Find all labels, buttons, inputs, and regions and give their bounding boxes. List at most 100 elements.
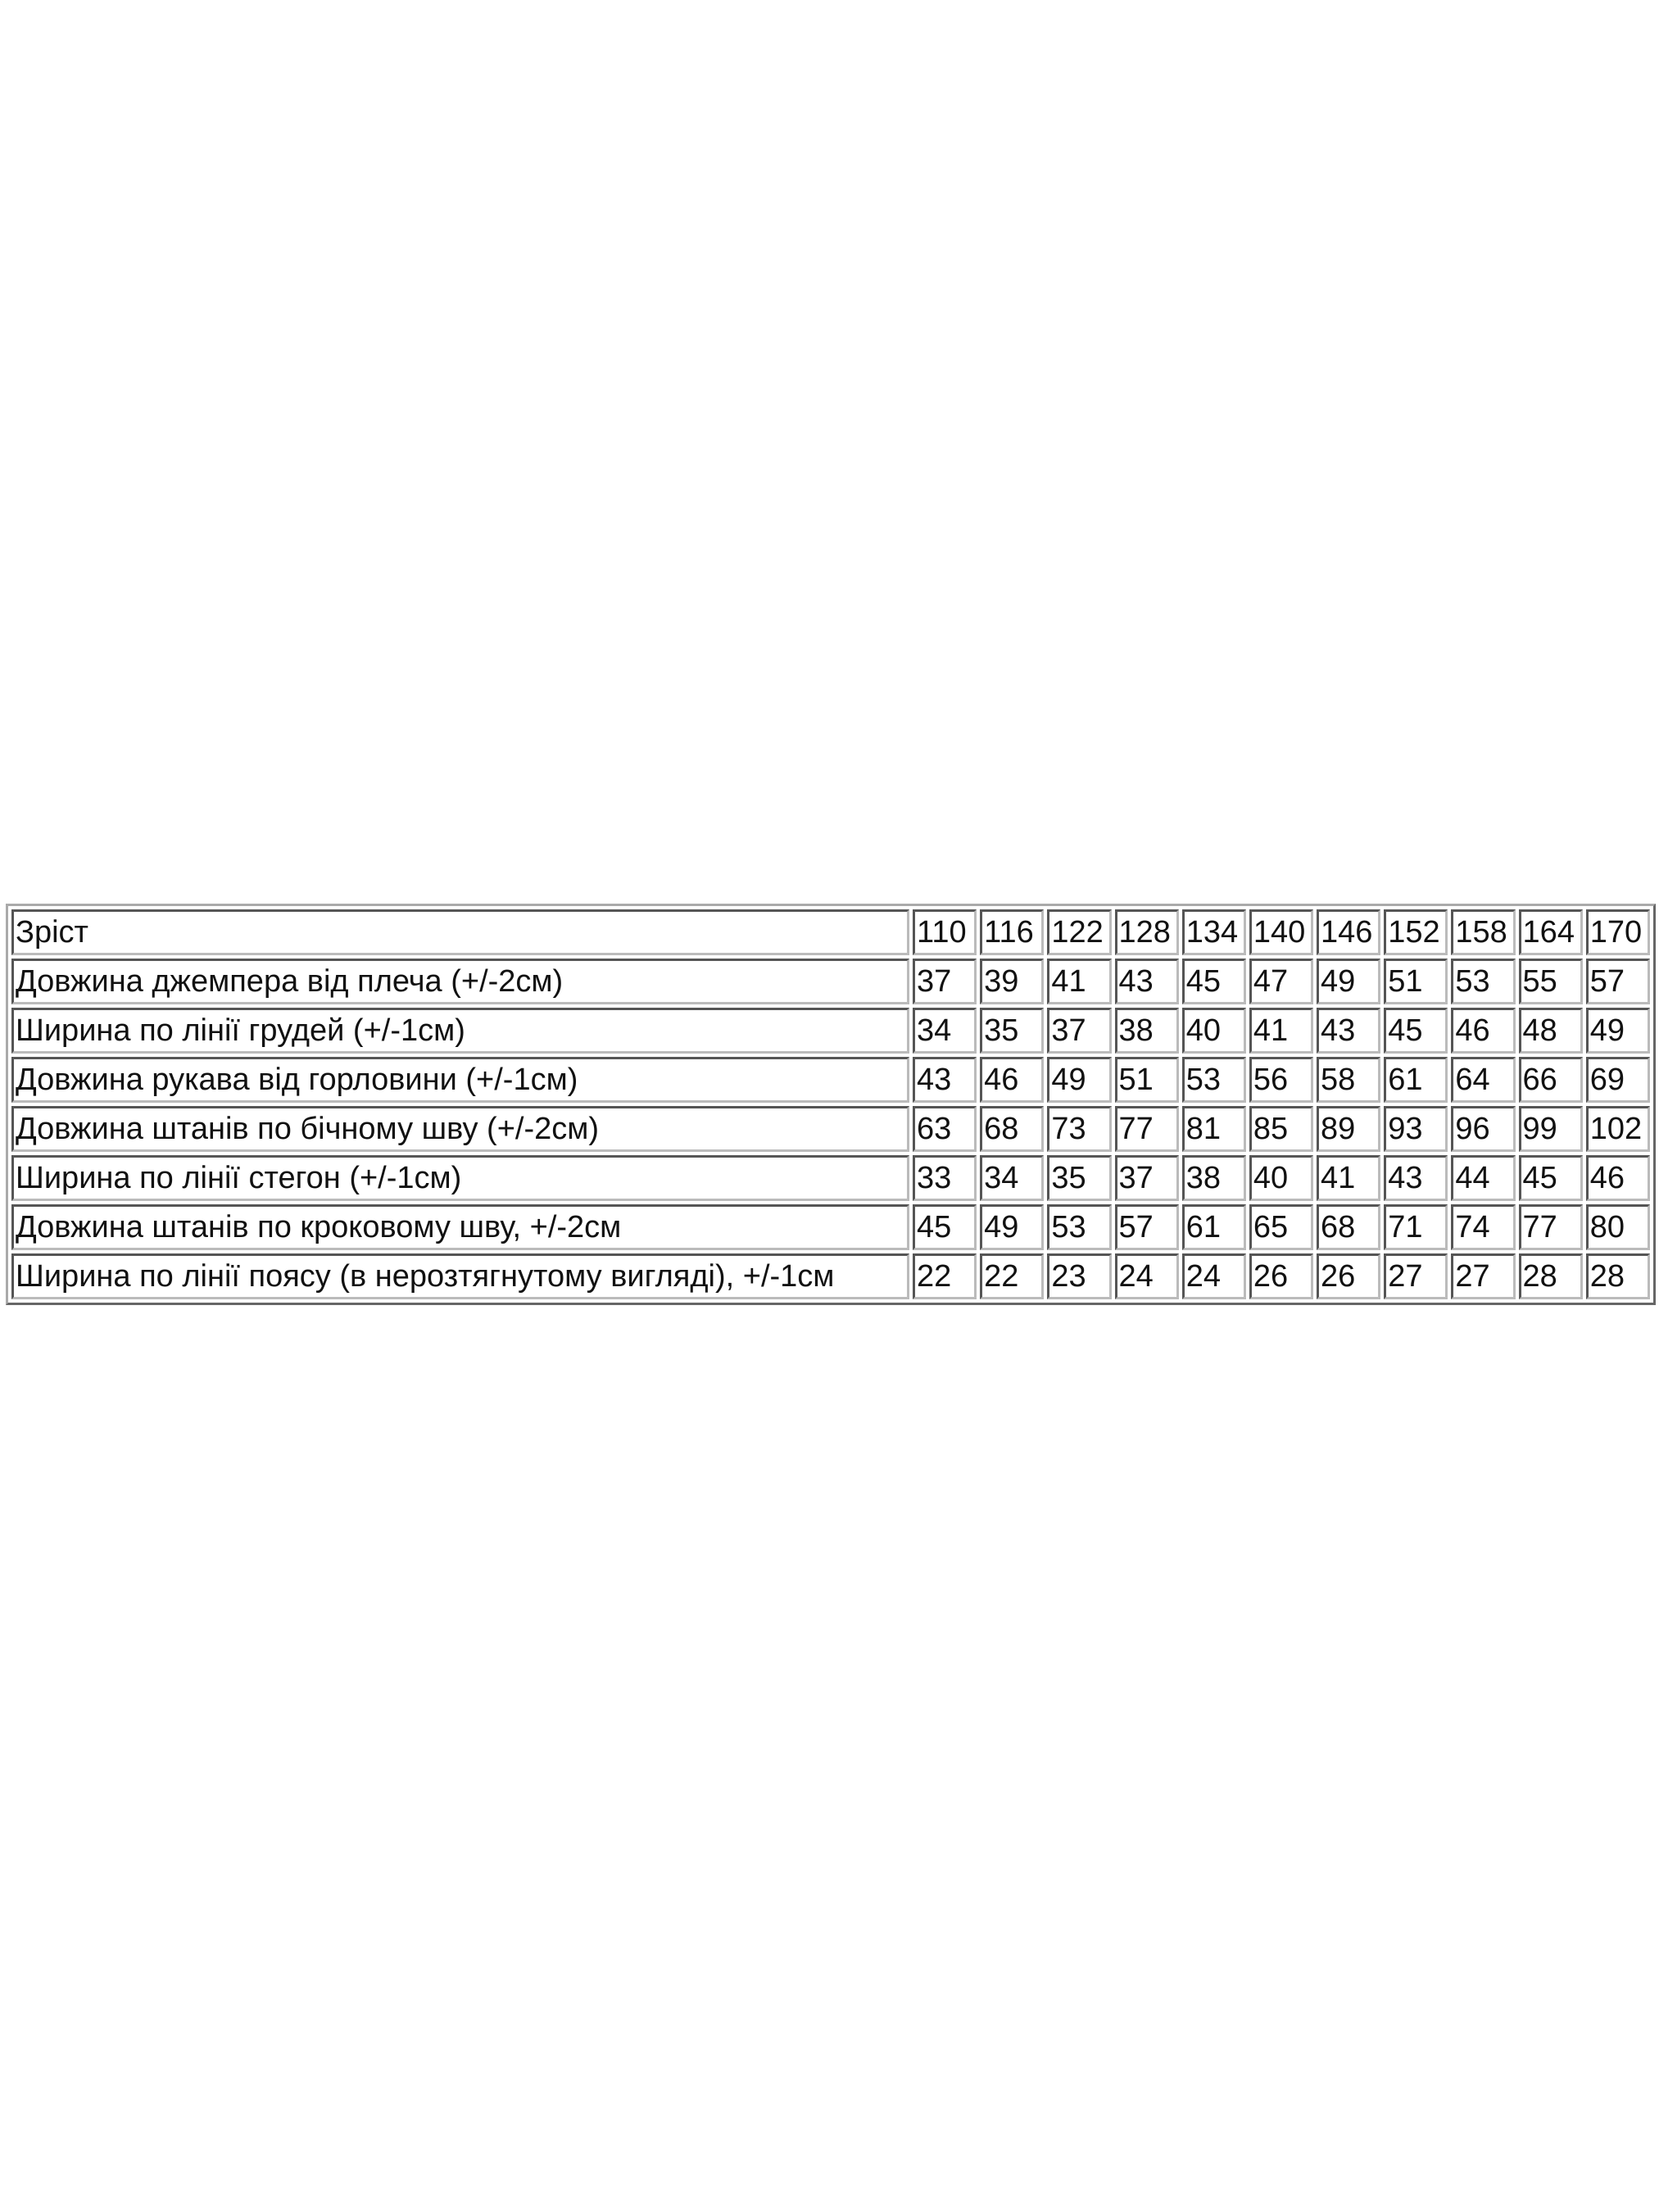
row-label: Довжина штанів по кроковому шву, +/-2см: [11, 1204, 909, 1250]
value-cell: 22: [913, 1253, 977, 1299]
table-row: Довжина штанів по кроковому шву, +/-2см 4…: [11, 1204, 1650, 1250]
height-header-cell: 146: [1317, 909, 1381, 955]
row-label: Довжина джемпера від плеча (+/-2см): [11, 959, 909, 1004]
value-cell: 65: [1249, 1204, 1314, 1250]
value-cell: 45: [1518, 1155, 1583, 1201]
table-row: Ширина по лінії поясу (в нерозтягнутому …: [11, 1253, 1650, 1299]
table-row: Ширина по лінії стегон (+/-1см) 33 34 35 37 3…: [11, 1155, 1650, 1201]
value-cell: 41: [1317, 1155, 1381, 1201]
value-cell: 85: [1249, 1106, 1314, 1152]
value-cell: 38: [1181, 1155, 1246, 1201]
value-cell: 49: [1047, 1057, 1112, 1103]
height-header-cell: 134: [1181, 909, 1246, 955]
value-cell: 58: [1317, 1057, 1381, 1103]
value-cell: 37: [1047, 1008, 1112, 1054]
value-cell: 43: [1384, 1155, 1448, 1201]
value-cell: 53: [1181, 1057, 1246, 1103]
value-cell: 45: [1181, 959, 1246, 1004]
value-cell: 37: [1114, 1155, 1179, 1201]
value-cell: 34: [913, 1008, 977, 1054]
value-cell: 77: [1518, 1204, 1583, 1250]
table-row: Довжина штанів по бічному шву (+/-2см) 63…: [11, 1106, 1650, 1152]
value-cell: 53: [1451, 959, 1516, 1004]
value-cell: 37: [913, 959, 977, 1004]
value-cell: 96: [1451, 1106, 1516, 1152]
value-cell: 49: [1585, 1008, 1650, 1054]
value-cell: 73: [1047, 1106, 1112, 1152]
value-cell: 46: [1451, 1008, 1516, 1054]
height-header-cell: 158: [1451, 909, 1516, 955]
row-label: Ширина по лінії стегон (+/-1см): [11, 1155, 909, 1201]
height-header-cell: 110: [913, 909, 977, 955]
value-cell: 55: [1518, 959, 1583, 1004]
value-cell: 68: [980, 1106, 1045, 1152]
value-cell: 28: [1518, 1253, 1583, 1299]
value-cell: 46: [1585, 1155, 1650, 1201]
value-cell: 24: [1114, 1253, 1179, 1299]
value-cell: 26: [1317, 1253, 1381, 1299]
value-cell: 89: [1317, 1106, 1381, 1152]
value-cell: 47: [1249, 959, 1314, 1004]
value-cell: 24: [1181, 1253, 1246, 1299]
value-cell: 57: [1114, 1204, 1179, 1250]
value-cell: 27: [1384, 1253, 1448, 1299]
value-cell: 40: [1181, 1008, 1246, 1054]
row-label: Ширина по лінії грудей (+/-1см): [11, 1008, 909, 1054]
value-cell: 46: [980, 1057, 1045, 1103]
table-row: Ширина по лінії грудей (+/-1см) 34 35 37 38 4…: [11, 1008, 1650, 1054]
row-label: Ширина по лінії поясу (в нерозтягнутому …: [11, 1253, 909, 1299]
table-row: Довжина джемпера від плеча (+/-2см) 37 39 4…: [11, 959, 1650, 1004]
value-cell: 48: [1518, 1008, 1583, 1054]
size-chart-body: Зріст 110 116 122 128 134 140 146 152 158 164 170 До…: [11, 909, 1650, 1299]
value-cell: 57: [1585, 959, 1650, 1004]
value-cell: 39: [980, 959, 1045, 1004]
value-cell: 61: [1181, 1204, 1246, 1250]
value-cell: 43: [1317, 1008, 1381, 1054]
size-chart-table: Зріст 110 116 122 128 134 140 146 152 158 164 170 До…: [6, 904, 1656, 1305]
value-cell: 22: [980, 1253, 1045, 1299]
height-header-cell: 128: [1114, 909, 1179, 955]
value-cell: 33: [913, 1155, 977, 1201]
height-header-cell: 140: [1249, 909, 1314, 955]
value-cell: 53: [1047, 1204, 1112, 1250]
height-header-cell: 152: [1384, 909, 1448, 955]
value-cell: 44: [1451, 1155, 1516, 1201]
value-cell: 34: [980, 1155, 1045, 1201]
height-header-cell: 122: [1047, 909, 1112, 955]
value-cell: 45: [1384, 1008, 1448, 1054]
value-cell: 99: [1518, 1106, 1583, 1152]
value-cell: 69: [1585, 1057, 1650, 1103]
value-cell: 41: [1047, 959, 1112, 1004]
value-cell: 49: [980, 1204, 1045, 1250]
value-cell: 35: [1047, 1155, 1112, 1201]
value-cell: 51: [1114, 1057, 1179, 1103]
value-cell: 40: [1249, 1155, 1314, 1201]
value-cell: 43: [913, 1057, 977, 1103]
value-cell: 74: [1451, 1204, 1516, 1250]
value-cell: 61: [1384, 1057, 1448, 1103]
value-cell: 51: [1384, 959, 1448, 1004]
value-cell: 102: [1585, 1106, 1650, 1152]
value-cell: 27: [1451, 1253, 1516, 1299]
header-row: Зріст 110 116 122 128 134 140 146 152 158 164 170: [11, 909, 1650, 955]
value-cell: 43: [1114, 959, 1179, 1004]
height-header-cell: 116: [980, 909, 1045, 955]
row-label: Зріст: [11, 909, 909, 955]
value-cell: 81: [1181, 1106, 1246, 1152]
row-label: Довжина штанів по бічному шву (+/-2см): [11, 1106, 909, 1152]
value-cell: 26: [1249, 1253, 1314, 1299]
value-cell: 38: [1114, 1008, 1179, 1054]
value-cell: 41: [1249, 1008, 1314, 1054]
value-cell: 80: [1585, 1204, 1650, 1250]
height-header-cell: 164: [1518, 909, 1583, 955]
value-cell: 93: [1384, 1106, 1448, 1152]
value-cell: 66: [1518, 1057, 1583, 1103]
value-cell: 45: [913, 1204, 977, 1250]
table-row: Довжина рукава від горловини (+/-1см) 43 4…: [11, 1057, 1650, 1103]
value-cell: 35: [980, 1008, 1045, 1054]
value-cell: 23: [1047, 1253, 1112, 1299]
value-cell: 56: [1249, 1057, 1314, 1103]
height-header-cell: 170: [1585, 909, 1650, 955]
value-cell: 63: [913, 1106, 977, 1152]
value-cell: 77: [1114, 1106, 1179, 1152]
